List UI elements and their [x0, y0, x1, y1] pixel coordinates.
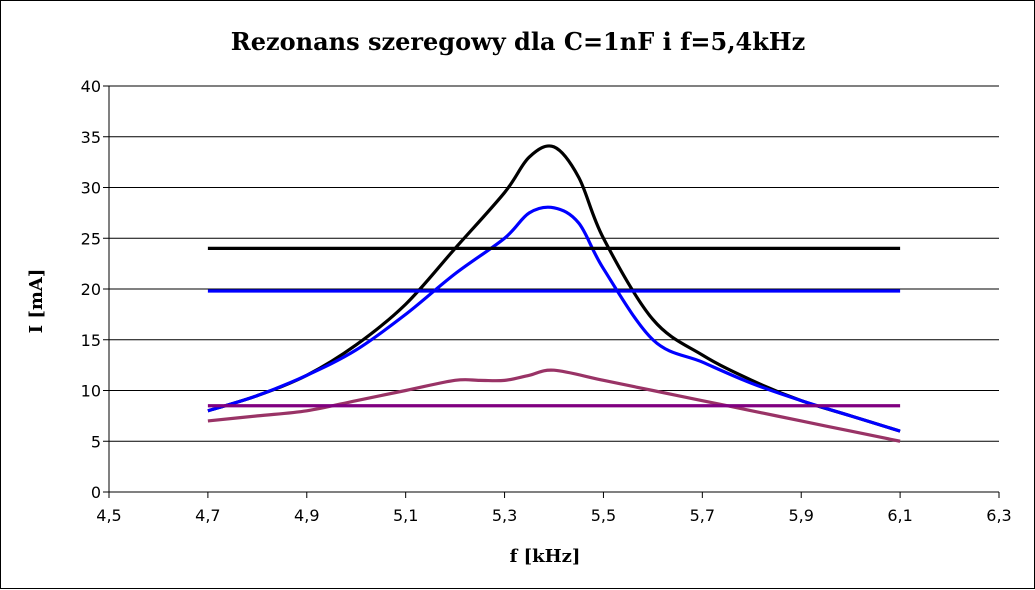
x-tick-label: 5,5 — [591, 506, 616, 525]
x-axis-label: f [kHz] — [510, 546, 581, 567]
x-tick-label: 6,1 — [887, 506, 912, 525]
y-tick-label: 40 — [81, 77, 101, 96]
x-tick-label: 5,7 — [690, 506, 715, 525]
x-tick-label: 4,9 — [294, 506, 319, 525]
series-group — [207, 144, 901, 443]
series-line-3 — [207, 368, 901, 443]
gridlines — [109, 85, 999, 442]
series-line-2 — [207, 205, 901, 433]
y-tick-label: 0 — [91, 483, 101, 502]
y-tick-label: 30 — [81, 179, 101, 198]
x-tick-label: 6,3 — [986, 506, 1011, 525]
x-tick-label: 4,7 — [195, 506, 220, 525]
x-tick-label: 4,5 — [96, 506, 121, 525]
series-line-1 — [207, 144, 901, 433]
y-tick-label: 10 — [81, 382, 101, 401]
x-tick-label: 5,3 — [492, 506, 517, 525]
y-axis-label: I [mA] — [26, 269, 47, 334]
y-tick-label: 35 — [81, 128, 101, 147]
axes — [103, 85, 1000, 498]
x-tick-label: 5,9 — [788, 506, 813, 525]
y-tick-label: 25 — [81, 229, 101, 248]
chart-title: Rezonans szeregowy dla C=1nF i f=5,4kHz — [231, 27, 805, 56]
y-tick-label: 15 — [81, 331, 101, 350]
y-tick-label: 5 — [91, 432, 101, 451]
tick-labels: 0 5 10 15 20 25 30 35 40 4,5 4,7 4,9 5,1 5,3 5,5 5,7 5,9… — [81, 77, 1012, 525]
x-tick-label: 5,1 — [393, 506, 418, 525]
y-tick-label: 20 — [81, 280, 101, 299]
